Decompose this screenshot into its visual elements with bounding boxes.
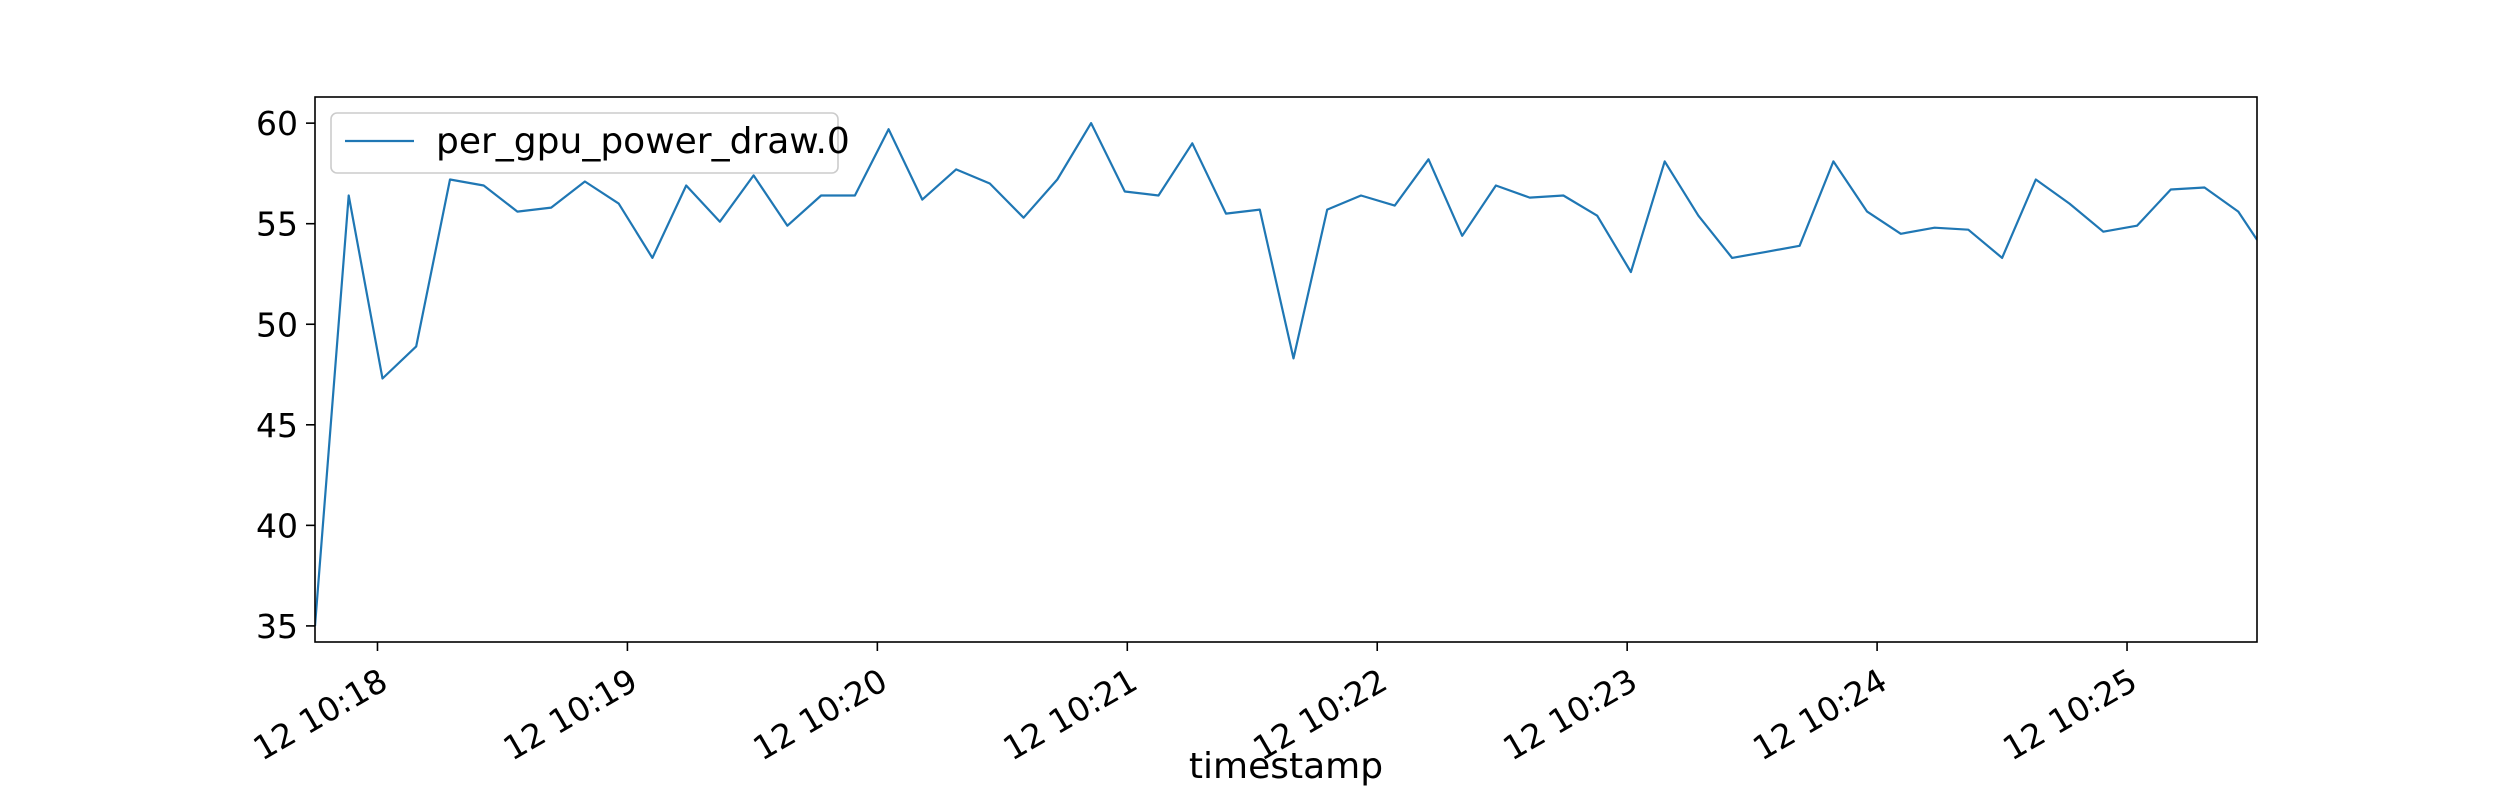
legend-label: per_gpu_power_draw.0	[436, 121, 850, 162]
y-tick-label: 35	[256, 607, 298, 646]
series-line-0	[315, 122, 2257, 626]
y-tick-label: 60	[256, 104, 298, 143]
legend-box	[330, 112, 839, 174]
legend: per_gpu_power_draw.0	[330, 112, 850, 174]
y-axis: 35 40 45 50 55 60	[256, 104, 315, 646]
y-tick-label: 55	[256, 205, 298, 244]
plot-area	[315, 122, 2257, 626]
x-axis-label: timestamp	[1189, 746, 1383, 787]
plot-frame	[314, 96, 2258, 643]
y-tick-label: 50	[256, 305, 298, 344]
y-tick-label: 45	[256, 406, 298, 445]
y-tick-label: 40	[256, 506, 298, 545]
